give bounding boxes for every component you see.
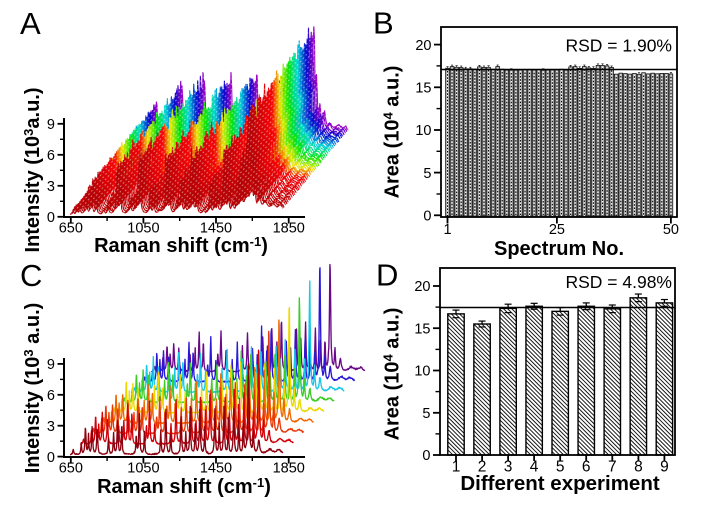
svg-text:10: 10: [414, 364, 430, 380]
svg-text:1850: 1850: [273, 461, 305, 477]
svg-text:15: 15: [415, 81, 431, 97]
svg-text:1050: 1050: [127, 461, 159, 477]
svg-text:6: 6: [47, 148, 55, 164]
svg-text:15: 15: [414, 321, 430, 337]
svg-text:2: 2: [478, 459, 487, 476]
svg-text:Area (104 a.u.): Area (104 a.u.): [381, 308, 404, 441]
svg-text:C: C: [20, 258, 42, 293]
svg-text:7: 7: [608, 459, 617, 476]
svg-text:6: 6: [582, 459, 591, 476]
svg-text:6: 6: [47, 388, 55, 404]
svg-text:0: 0: [47, 450, 55, 466]
svg-text:1450: 1450: [200, 221, 232, 237]
svg-text:3: 3: [47, 179, 55, 195]
svg-text:50: 50: [663, 222, 679, 238]
svg-text:4: 4: [530, 459, 539, 476]
svg-text:0: 0: [423, 209, 431, 225]
svg-text:1: 1: [452, 459, 461, 476]
svg-text:3: 3: [47, 419, 55, 435]
svg-text:9: 9: [47, 357, 55, 373]
svg-text:5: 5: [556, 459, 565, 476]
svg-text:Raman shift (cm-1): Raman shift (cm-1): [94, 234, 268, 257]
svg-text:Different experiment: Different experiment: [460, 472, 660, 495]
svg-text:Raman shift (cm-1): Raman shift (cm-1): [97, 475, 271, 498]
svg-text:650: 650: [59, 461, 83, 477]
svg-text:Intensity (103a.u.): Intensity (103a.u.): [21, 87, 44, 252]
svg-text:1: 1: [443, 222, 451, 238]
svg-text:1450: 1450: [200, 461, 232, 477]
svg-text:10: 10: [415, 123, 431, 139]
svg-text:RSD = 4.98%: RSD = 4.98%: [565, 272, 672, 292]
svg-text:Area (104 a.u.): Area (104 a.u.): [381, 66, 404, 199]
svg-text:0: 0: [47, 210, 55, 226]
svg-text:25: 25: [549, 222, 565, 238]
svg-text:1050: 1050: [127, 221, 159, 237]
svg-text:3: 3: [504, 459, 513, 476]
svg-text:650: 650: [59, 221, 83, 237]
svg-text:D: D: [376, 258, 398, 293]
svg-text:B: B: [373, 6, 394, 41]
svg-text:0: 0: [422, 448, 430, 464]
svg-text:20: 20: [415, 38, 431, 54]
svg-text:RSD = 1.90%: RSD = 1.90%: [565, 36, 672, 56]
svg-text:A: A: [20, 6, 41, 41]
svg-text:Intensity (103 a.u.): Intensity (103 a.u.): [21, 303, 44, 474]
svg-text:5: 5: [422, 406, 430, 422]
svg-text:9: 9: [660, 459, 669, 476]
svg-text:5: 5: [423, 166, 431, 182]
svg-text:9: 9: [47, 117, 55, 133]
svg-text:1850: 1850: [273, 221, 305, 237]
svg-text:Spectrum No.: Spectrum No.: [494, 238, 624, 260]
svg-text:8: 8: [634, 459, 643, 476]
svg-text:20: 20: [414, 279, 430, 295]
